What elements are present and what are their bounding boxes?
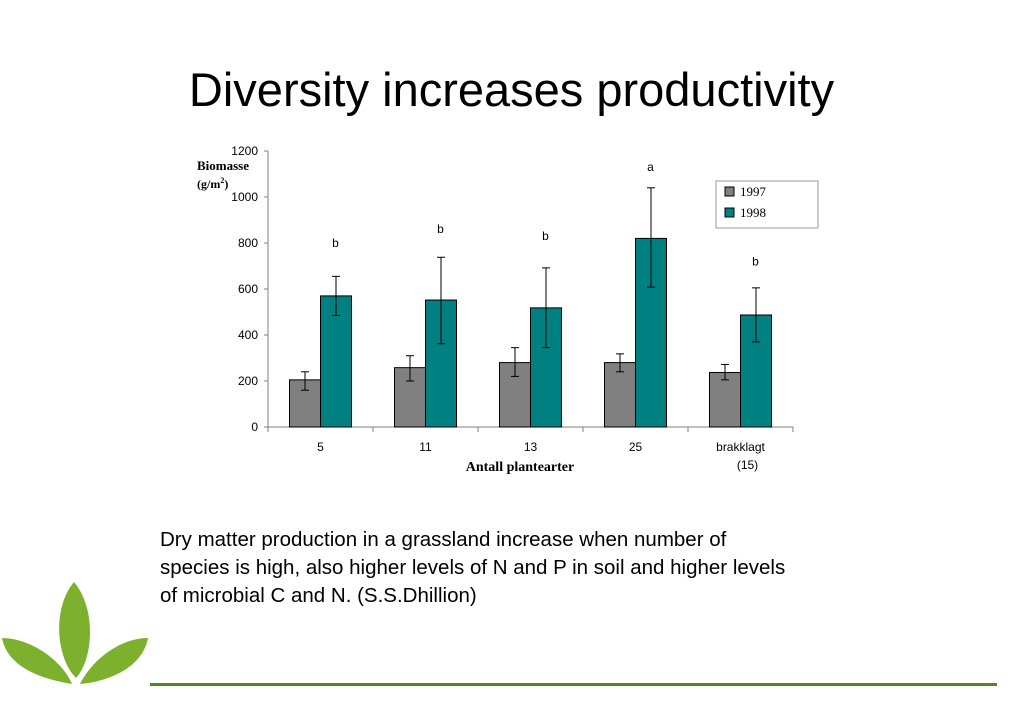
y-tick-label: 800 [238,236,258,250]
legend-swatch-1998 [724,207,735,218]
y-tick-label: 0 [251,420,258,434]
x-tick-sublabel: (15) [737,458,758,472]
y-axis-unit-part: 2 [220,176,224,185]
bar-1998-5 [320,295,352,428]
leaf-logo-icon [2,582,148,684]
significance-label: b [332,236,339,250]
significance-label: b [437,222,444,236]
y-tick-label: 1000 [231,190,258,204]
y-axis-unit-part: (g/m [197,177,220,191]
legend-swatch-1997 [724,186,735,197]
caption-line-1: Dry matter production in a grassland inc… [160,528,727,551]
x-tick-label: 25 [629,440,643,454]
slide-title: Diversity increases productivity [188,63,835,116]
caption-line-2: species is high, also higher levels of N… [160,556,786,579]
biomass-bar-chart: 0 200 400 600 800 1000 1200 b 5 b 11 b 13 a 25 b brakkla… [197,144,819,475]
bar-1997-brakklagt [709,371,741,428]
x-tick-label: 13 [524,440,538,454]
caption-line-3: of microbial C and N. (S.S.Dhillion) [160,584,477,607]
x-tick-label: 5 [317,440,324,454]
y-tick-label: 1200 [231,144,258,158]
significance-label: a [647,160,654,174]
legend-label: 1997 [740,184,767,199]
y-axis-unit-part: ) [224,177,228,191]
footer-divider [150,683,997,686]
y-tick-label: 600 [238,282,258,296]
x-axis-title: Antall plantearter [466,460,574,475]
significance-label: b [542,229,549,243]
slide-caption: Dry matter production in a grassland inc… [160,526,920,610]
bar-1997-25 [604,362,636,428]
x-tick-label: brakklagt [716,440,765,454]
y-tick-label: 400 [238,328,258,342]
y-tick-label: 200 [238,374,258,388]
x-tick-label: 11 [419,440,432,454]
significance-label: b [752,254,759,268]
bar-1998-25 [635,237,667,428]
y-axis-title: Biomasse [197,158,249,173]
y-axis-unit: (g/m2) [197,176,228,191]
legend-label: 1998 [740,205,766,220]
